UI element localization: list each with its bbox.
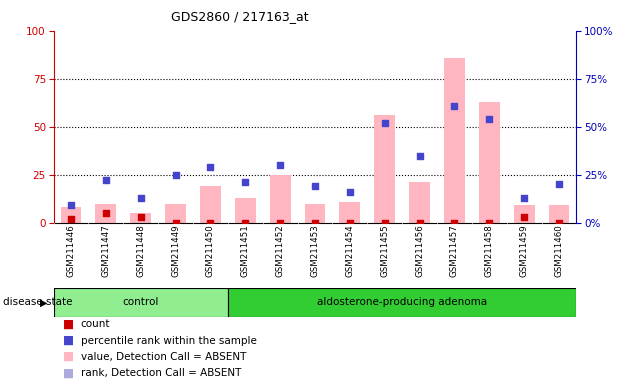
Point bbox=[66, 216, 76, 222]
Bar bbox=[165, 204, 186, 223]
Point bbox=[171, 172, 181, 178]
Point bbox=[310, 183, 320, 189]
Point bbox=[275, 220, 285, 226]
Point bbox=[345, 220, 355, 226]
Point bbox=[415, 220, 425, 226]
Point bbox=[135, 214, 146, 220]
Point bbox=[415, 152, 425, 159]
Bar bbox=[374, 115, 395, 223]
Text: GSM211446: GSM211446 bbox=[67, 225, 76, 277]
Text: disease state: disease state bbox=[3, 297, 72, 308]
Bar bbox=[54, 288, 228, 317]
Bar bbox=[95, 204, 117, 223]
Bar bbox=[270, 175, 290, 223]
Text: GSM211450: GSM211450 bbox=[206, 225, 215, 277]
Text: GSM211458: GSM211458 bbox=[485, 225, 494, 277]
Point bbox=[171, 220, 181, 226]
Text: ■: ■ bbox=[63, 350, 74, 363]
Point bbox=[240, 220, 250, 226]
Text: GSM211455: GSM211455 bbox=[381, 225, 389, 277]
Text: GSM211448: GSM211448 bbox=[136, 225, 145, 277]
Bar bbox=[235, 198, 256, 223]
Bar bbox=[513, 205, 535, 223]
Bar bbox=[444, 58, 465, 223]
Bar bbox=[409, 182, 430, 223]
Point bbox=[484, 220, 495, 226]
Text: GSM211459: GSM211459 bbox=[520, 225, 529, 277]
Bar bbox=[130, 213, 151, 223]
Point bbox=[380, 220, 390, 226]
Point bbox=[135, 195, 146, 201]
Bar bbox=[200, 186, 221, 223]
Text: ■: ■ bbox=[63, 318, 74, 331]
Text: GSM211452: GSM211452 bbox=[276, 225, 285, 277]
Point bbox=[519, 214, 529, 220]
Point bbox=[449, 220, 459, 226]
Point bbox=[275, 162, 285, 168]
Point bbox=[449, 103, 459, 109]
Text: count: count bbox=[81, 319, 110, 329]
Text: GSM211454: GSM211454 bbox=[345, 225, 354, 277]
Point bbox=[240, 179, 250, 185]
Text: GSM211456: GSM211456 bbox=[415, 225, 424, 277]
Point bbox=[554, 181, 564, 187]
Bar bbox=[304, 204, 326, 223]
Text: ■: ■ bbox=[63, 366, 74, 379]
Text: rank, Detection Call = ABSENT: rank, Detection Call = ABSENT bbox=[81, 368, 241, 378]
Text: GSM211457: GSM211457 bbox=[450, 225, 459, 277]
Point bbox=[380, 120, 390, 126]
Text: percentile rank within the sample: percentile rank within the sample bbox=[81, 336, 256, 346]
Bar bbox=[60, 207, 81, 223]
Text: GSM211449: GSM211449 bbox=[171, 225, 180, 277]
Text: GSM211453: GSM211453 bbox=[311, 225, 319, 277]
Text: GSM211460: GSM211460 bbox=[554, 225, 563, 277]
Text: ■: ■ bbox=[63, 334, 74, 347]
Point bbox=[345, 189, 355, 195]
Text: GSM211447: GSM211447 bbox=[101, 225, 110, 277]
Point bbox=[519, 195, 529, 201]
Bar bbox=[479, 102, 500, 223]
Text: GSM211451: GSM211451 bbox=[241, 225, 249, 277]
Point bbox=[484, 116, 495, 122]
Point bbox=[66, 202, 76, 209]
Bar bbox=[549, 205, 570, 223]
Text: value, Detection Call = ABSENT: value, Detection Call = ABSENT bbox=[81, 352, 246, 362]
Point bbox=[205, 220, 215, 226]
Point bbox=[205, 164, 215, 170]
Text: aldosterone-producing adenoma: aldosterone-producing adenoma bbox=[317, 297, 487, 308]
Point bbox=[101, 210, 111, 216]
Point bbox=[554, 220, 564, 226]
Point bbox=[101, 177, 111, 184]
Bar bbox=[340, 202, 360, 223]
Text: GDS2860 / 217163_at: GDS2860 / 217163_at bbox=[171, 10, 308, 23]
Bar bbox=[228, 288, 576, 317]
Text: ▶: ▶ bbox=[40, 297, 47, 308]
Text: control: control bbox=[122, 297, 159, 308]
Point bbox=[310, 220, 320, 226]
